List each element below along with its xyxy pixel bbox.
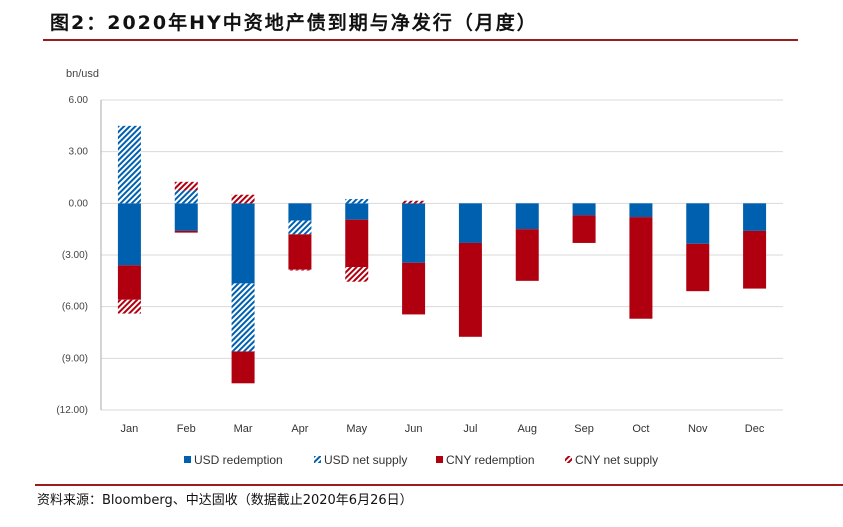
bar-cny-redemption-feb xyxy=(174,230,198,233)
x-tick-label: Dec xyxy=(745,423,765,435)
x-tick-label: Sep xyxy=(574,423,594,435)
bar-usd-net-supply-may xyxy=(345,199,369,204)
legend-swatch xyxy=(184,456,191,463)
x-tick-label: Apr xyxy=(291,423,308,435)
legend-label: USD net supply xyxy=(324,453,407,467)
bar-cny-net-supply-feb xyxy=(174,181,198,191)
bar-usd-redemption-nov xyxy=(686,203,710,244)
bar-cny-net-supply-jan xyxy=(117,299,141,314)
x-tick-label: Jun xyxy=(405,423,423,435)
bar-usd-redemption-jan xyxy=(117,203,141,266)
stacked-bar-chart: bn/usd 6.00 3.00 0.00 (3.00) (6.00) (9.00) (12… xyxy=(56,68,783,467)
x-tick-label: Nov xyxy=(688,423,708,435)
legend-swatch xyxy=(314,456,321,463)
x-tick-label: Aug xyxy=(517,423,537,435)
bar-usd-redemption-aug xyxy=(515,203,539,230)
chart-title: 图2：2020年HY中资地产债到期与净发行（月度） xyxy=(50,12,538,34)
bar-usd-net-supply-feb xyxy=(174,190,198,204)
y-tick-label: (6.00) xyxy=(62,302,88,313)
y-tick-label: 6.00 xyxy=(69,95,89,106)
y-tick-label: 0.00 xyxy=(69,198,89,209)
x-tick-label: Oct xyxy=(632,423,649,435)
y-tick-label: (9.00) xyxy=(62,353,88,364)
legend-swatch xyxy=(565,456,572,463)
legend-label: USD redemption xyxy=(194,453,283,467)
bar-usd-redemption-may xyxy=(345,203,369,220)
x-tick-label: Jul xyxy=(463,423,477,435)
bar-cny-redemption-mar xyxy=(231,351,255,384)
bar-usd-redemption-jun xyxy=(402,203,426,263)
bar-usd-redemption-oct xyxy=(629,203,653,218)
bar-cny-net-supply-mar xyxy=(231,194,255,204)
bar-cny-redemption-jun xyxy=(402,262,426,315)
legend-label: CNY net supply xyxy=(575,453,658,467)
y-axis-label: bn/usd xyxy=(66,68,99,80)
source-note: 资料来源：Bloomberg、中达固收（数据截止2020年6月26日） xyxy=(37,493,413,508)
bar-cny-redemption-jan xyxy=(117,265,141,300)
bar-cny-redemption-aug xyxy=(515,229,539,281)
legend-swatch xyxy=(436,456,443,463)
y-tick-label: (12.00) xyxy=(56,405,88,416)
bar-cny-net-supply-jun xyxy=(402,200,426,204)
y-tick-label: 3.00 xyxy=(69,147,89,158)
bar-cny-redemption-apr xyxy=(288,234,312,270)
bar-usd-redemption-sep xyxy=(572,203,596,216)
bar-cny-redemption-jul xyxy=(458,242,482,337)
bar-usd-redemption-dec xyxy=(743,203,767,231)
bar-usd-net-supply-mar xyxy=(231,283,255,352)
x-tick-label: May xyxy=(346,423,367,435)
bar-cny-net-supply-apr xyxy=(288,269,312,271)
legend-label: CNY redemption xyxy=(446,453,535,467)
source-divider xyxy=(35,484,843,486)
bar-cny-redemption-oct xyxy=(629,217,653,319)
bar-usd-net-supply-apr xyxy=(288,220,312,235)
title-divider xyxy=(43,39,798,41)
y-tick-label: (3.00) xyxy=(62,250,88,261)
bar-cny-redemption-nov xyxy=(686,243,710,292)
bar-usd-redemption-jul xyxy=(458,203,482,243)
bar-cny-net-supply-may xyxy=(345,267,369,282)
bar-usd-redemption-feb xyxy=(174,203,198,231)
x-tick-label: Mar xyxy=(234,423,253,435)
x-tick-label: Feb xyxy=(177,423,196,435)
bar-cny-redemption-may xyxy=(345,219,369,268)
bar-usd-redemption-mar xyxy=(231,203,255,284)
bar-cny-redemption-sep xyxy=(572,215,596,243)
bar-usd-redemption-apr xyxy=(288,203,312,221)
bar-cny-redemption-dec xyxy=(743,230,767,289)
x-tick-label: Jan xyxy=(121,423,139,435)
bar-usd-net-supply-jan xyxy=(117,125,141,204)
